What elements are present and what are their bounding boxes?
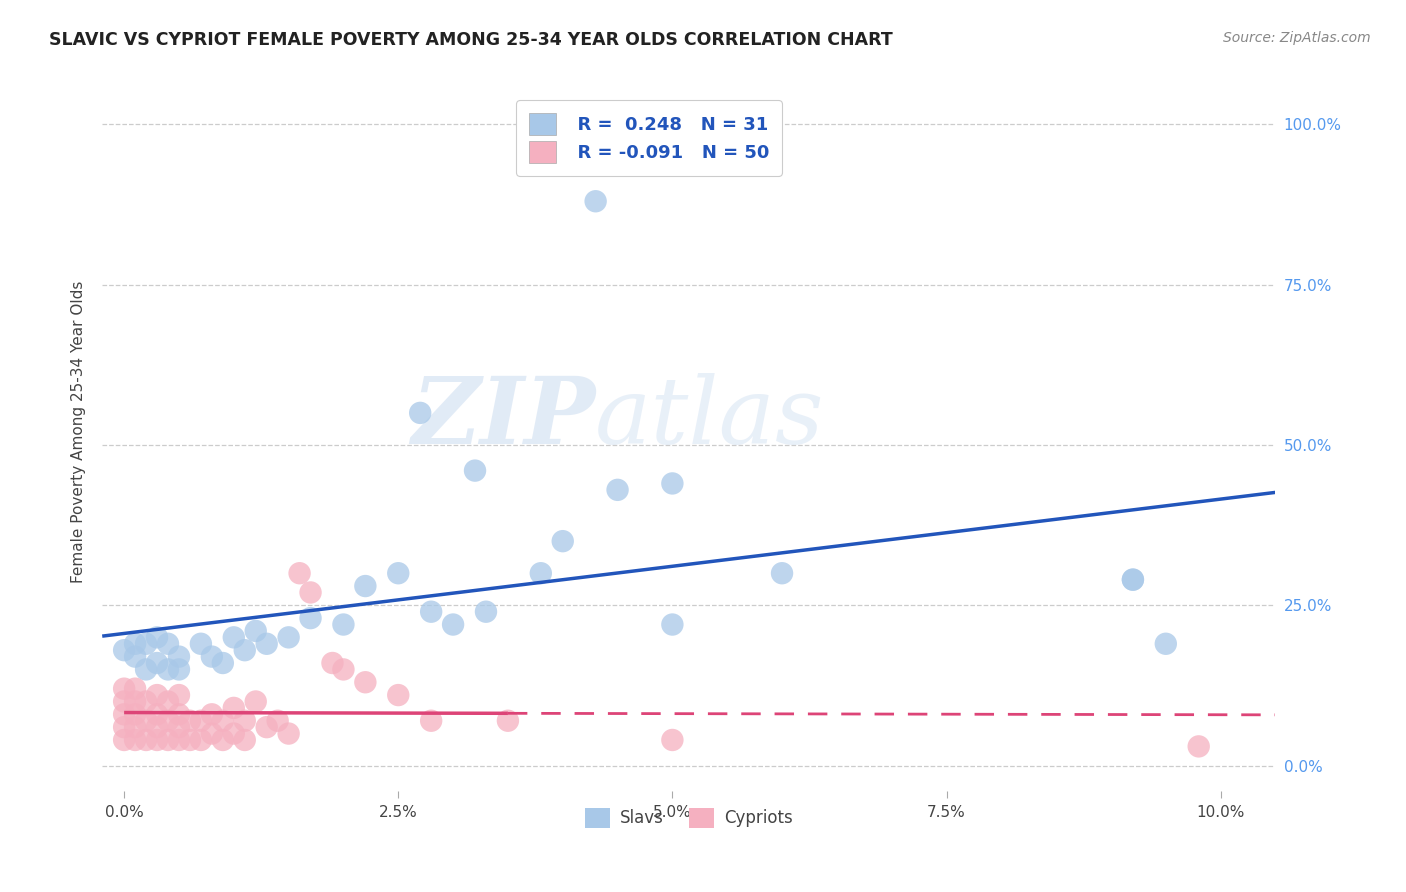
Point [124,707,146,722]
Point [211,714,233,728]
Point [124,720,146,734]
Point [112,694,135,708]
Point [387,566,409,581]
Point [1122,573,1144,587]
Point [211,656,233,670]
Point [167,688,190,702]
Point [256,720,278,734]
Point [420,605,443,619]
Point [146,688,169,702]
Point [112,707,135,722]
Point [112,643,135,657]
Y-axis label: Female Poverty Among 25-34 Year Olds: Female Poverty Among 25-34 Year Olds [72,281,86,583]
Point [156,637,179,651]
Point [1122,573,1144,587]
Point [156,714,179,728]
Point [201,707,224,722]
Point [190,714,212,728]
Point [146,733,169,747]
Point [606,483,628,497]
Point [179,714,201,728]
Point [112,720,135,734]
Point [179,733,201,747]
Point [288,566,311,581]
Point [146,707,169,722]
Point [551,534,574,549]
Point [409,406,432,420]
Point [201,649,224,664]
Point [201,726,224,740]
Point [354,579,377,593]
Point [190,637,212,651]
Point [167,733,190,747]
Point [211,733,233,747]
Text: atlas: atlas [595,373,824,463]
Point [112,733,135,747]
Point [475,605,498,619]
Point [464,464,486,478]
Point [167,720,190,734]
Point [277,726,299,740]
Point [1188,739,1211,754]
Point [124,637,146,651]
Point [222,631,245,645]
Point [661,617,683,632]
Point [124,649,146,664]
Point [420,714,443,728]
Point [332,662,354,676]
Point [299,585,322,599]
Point [112,681,135,696]
Point [124,733,146,747]
Point [661,733,683,747]
Text: Source: ZipAtlas.com: Source: ZipAtlas.com [1223,31,1371,45]
Point [167,649,190,664]
Point [156,662,179,676]
Point [156,733,179,747]
Legend: Slavs, Cypriots: Slavs, Cypriots [578,801,800,835]
Point [135,694,157,708]
Point [135,637,157,651]
Point [354,675,377,690]
Point [135,662,157,676]
Point [233,643,256,657]
Point [233,733,256,747]
Point [321,656,343,670]
Point [256,637,278,651]
Point [146,720,169,734]
Point [770,566,793,581]
Point [135,714,157,728]
Point [222,726,245,740]
Text: ZIP: ZIP [411,373,595,463]
Point [167,707,190,722]
Point [146,631,169,645]
Point [332,617,354,632]
Point [530,566,553,581]
Point [299,611,322,625]
Point [661,476,683,491]
Point [277,631,299,645]
Point [585,194,607,209]
Point [441,617,464,632]
Point [266,714,288,728]
Point [387,688,409,702]
Point [124,681,146,696]
Point [245,624,267,638]
Point [245,694,267,708]
Point [156,694,179,708]
Point [167,662,190,676]
Point [222,701,245,715]
Point [146,656,169,670]
Point [124,694,146,708]
Point [496,714,519,728]
Text: SLAVIC VS CYPRIOT FEMALE POVERTY AMONG 25-34 YEAR OLDS CORRELATION CHART: SLAVIC VS CYPRIOT FEMALE POVERTY AMONG 2… [49,31,893,49]
Point [135,733,157,747]
Point [233,714,256,728]
Point [190,733,212,747]
Point [1154,637,1177,651]
